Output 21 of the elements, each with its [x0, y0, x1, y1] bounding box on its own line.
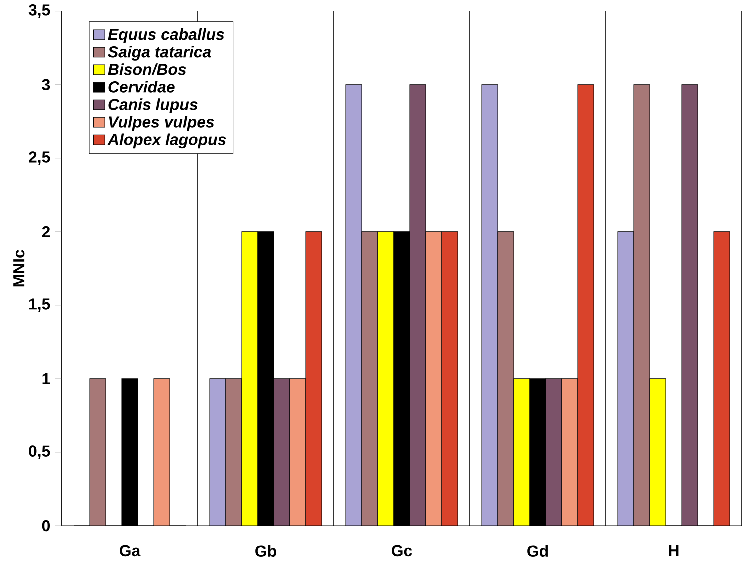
y-tick-label: 3: [42, 79, 50, 91]
legend-label: Equus caballus: [108, 28, 224, 44]
legend-label: Canis lupus: [108, 98, 198, 114]
y-axis-title: MNIc: [14, 250, 25, 287]
y-tick-label: 3,5: [28, 4, 50, 18]
y-tick-label: 0,5: [29, 446, 50, 460]
legend-label: Alopex lagopus: [108, 134, 226, 149]
y-tick-label: 1: [42, 373, 50, 384]
x-tick-label: Gb: [256, 545, 276, 558]
x-tick-label: Gd: [528, 545, 548, 558]
x-tick-label: Ga: [120, 545, 141, 557]
y-tick-label: 2,5: [29, 152, 50, 166]
x-tick-label: H: [669, 545, 679, 556]
x-tick-label: Gc: [392, 545, 412, 557]
y-tick-label: 2: [42, 226, 50, 238]
legend-label: Vulpes vulpes: [109, 116, 214, 132]
y-tick-label: 1,5: [30, 298, 50, 312]
legend-label: Cervidae: [108, 81, 175, 93]
legend-label: Bison/Bos: [108, 64, 186, 76]
y-tick-label: 0: [42, 520, 50, 532]
legend-label: Saiga tatarica: [108, 46, 212, 61]
